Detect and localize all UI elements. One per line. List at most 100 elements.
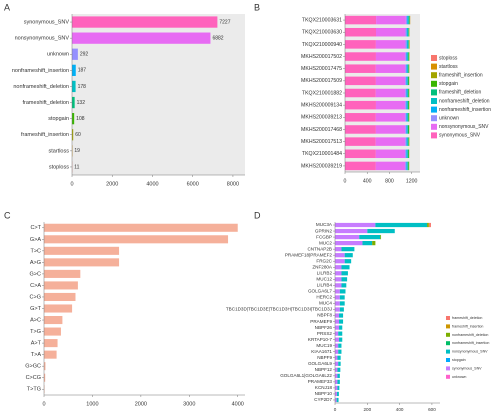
bar-segment <box>335 259 345 264</box>
bar-segment <box>341 265 350 270</box>
bar-segment <box>405 52 407 61</box>
bar-segment <box>407 125 408 134</box>
bar <box>44 223 238 232</box>
legend-label: nonframeshift_deletion <box>452 333 488 337</box>
legend-swatch <box>431 98 437 104</box>
category-label: NBPF8 <box>317 313 332 318</box>
x-tick-label: 3000 <box>183 401 195 407</box>
bar-segment <box>405 149 407 159</box>
bar-segment <box>405 15 408 25</box>
value-label: 60 <box>75 132 81 138</box>
bar-segment <box>375 52 406 61</box>
legend-swatch <box>431 106 437 113</box>
category-label: T>G <box>30 329 41 335</box>
bar-segment <box>408 88 410 98</box>
x-tick-label: 0 <box>344 178 347 184</box>
panel-letter: A <box>4 2 10 12</box>
category-label: nonsynonymous_SNV <box>15 36 70 42</box>
legend-label: synonymous_SNV <box>439 133 481 139</box>
bar <box>72 16 218 28</box>
bar-segment <box>406 40 408 49</box>
category-label: GOLGA6L7 <box>308 289 332 294</box>
x-tick-label: 1200 <box>406 178 418 184</box>
category-label: MKHS200009134 <box>301 103 342 109</box>
bar-segment <box>407 15 408 25</box>
bar <box>44 304 73 313</box>
bar-segment <box>335 283 342 288</box>
category-label: GOLGA6L9 <box>308 361 332 366</box>
category-label: MUC3A <box>316 222 333 227</box>
bar-segment <box>428 222 430 228</box>
category-label: MKHS200017502 <box>301 54 342 60</box>
category-label: PRAMEF18|PRAMEF2 <box>285 252 333 257</box>
category-label: C>T <box>30 225 41 231</box>
category-label: MKHS200039213 <box>301 115 342 121</box>
bar-segment <box>345 52 376 61</box>
category-label: MKHS200017475 <box>301 66 342 72</box>
category-label: MKHS200017509 <box>301 78 342 84</box>
value-label: 292 <box>80 52 89 58</box>
category-label: GOLGA6L1|GOLGA6L22 <box>280 373 332 378</box>
value-label: 19 <box>74 148 80 154</box>
bar-segment <box>376 27 406 37</box>
legend-swatch <box>431 72 437 79</box>
bar-segment <box>375 125 406 134</box>
bar-segment <box>407 64 409 73</box>
bar-segment <box>335 234 360 240</box>
category-label: G>C <box>30 271 41 277</box>
bar-segment <box>337 355 341 360</box>
bar-segment <box>335 295 340 300</box>
category-label: KCNJ18 <box>315 385 333 390</box>
bar-segment <box>407 161 409 171</box>
bar-segment <box>335 301 340 306</box>
bar-segment <box>407 40 409 49</box>
category-label: MUC4 <box>319 301 332 306</box>
bar-segment <box>408 137 409 146</box>
bar-segment <box>345 64 376 73</box>
bar-segment <box>335 343 339 348</box>
bar-segment <box>335 385 338 391</box>
category-label: MKHS200017468 <box>301 127 342 133</box>
category-label: LILRB2 <box>317 271 333 276</box>
bar-segment <box>335 367 338 372</box>
legend-label: unknown <box>439 116 459 122</box>
category-label: unknown <box>47 52 69 58</box>
bar-segment <box>335 397 337 403</box>
category-label: FCGBP <box>316 234 332 239</box>
bar-segment <box>407 76 408 86</box>
legend-label: nonsynonymous_SNV <box>452 350 488 354</box>
bar-segment <box>337 385 340 391</box>
bar-segment <box>335 222 376 228</box>
legend-label: stoploss <box>439 55 458 61</box>
bar <box>44 258 120 267</box>
value-label: 108 <box>76 116 85 122</box>
bar-segment <box>408 52 409 61</box>
category-label: PRAMEF33 <box>308 379 333 384</box>
legend-label: nonframeshift_insertion <box>439 107 491 113</box>
bar-segment <box>406 125 408 134</box>
bar-segment <box>407 161 408 171</box>
bar-segment <box>376 15 406 25</box>
bar <box>44 292 76 302</box>
category-label: NBPF10 <box>315 391 333 396</box>
bar-segment <box>345 88 376 98</box>
bar-segment <box>407 88 409 98</box>
x-tick-label: 6000 <box>187 181 199 187</box>
value-label: 6882 <box>212 35 223 41</box>
bar-segment <box>407 149 408 159</box>
bar-segment <box>375 88 406 98</box>
bar-segment <box>335 307 340 312</box>
bar-segment <box>341 277 348 282</box>
bar-segment <box>408 88 409 98</box>
bar <box>44 269 81 278</box>
bar-segment <box>335 355 338 360</box>
x-tick-label: 8000 <box>227 181 239 187</box>
category-label: TBC1D3D|TBC1D3E|TBC1D3H|TBC1D3I|TBC1D3J <box>226 307 332 312</box>
bar-segment <box>375 149 406 159</box>
legend-swatch <box>431 63 437 70</box>
bar-segment <box>335 349 339 354</box>
bar-segment <box>407 100 408 110</box>
value-label: 178 <box>78 84 87 90</box>
bar <box>44 235 229 244</box>
value-label: 132 <box>77 100 86 106</box>
